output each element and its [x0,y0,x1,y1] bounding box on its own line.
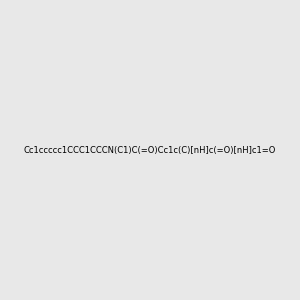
Text: Cc1ccccc1CCC1CCCN(C1)C(=O)Cc1c(C)[nH]c(=O)[nH]c1=O: Cc1ccccc1CCC1CCCN(C1)C(=O)Cc1c(C)[nH]c(=… [24,146,276,154]
